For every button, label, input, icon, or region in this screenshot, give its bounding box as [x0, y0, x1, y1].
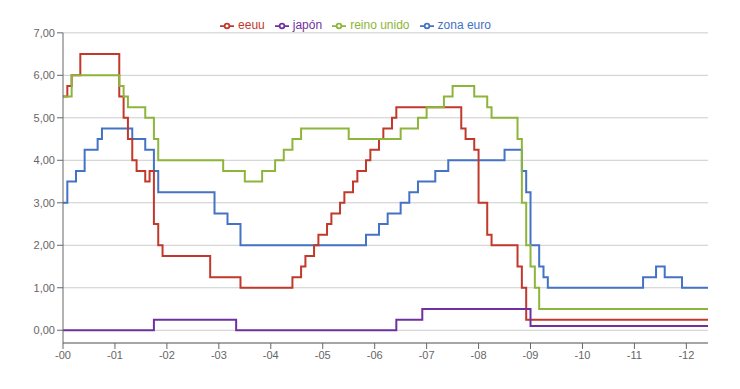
svg-text:-02: -02 [159, 349, 175, 361]
svg-text:7,00: 7,00 [34, 27, 55, 39]
html-text:eeuu: eeuu [238, 18, 265, 32]
html-text:zona euro: zona euro [437, 18, 491, 32]
svg-text:-05: -05 [315, 349, 331, 361]
svg-text:-04: -04 [263, 349, 279, 361]
svg-text:4,00: 4,00 [34, 154, 55, 166]
svg-text:-08: -08 [471, 349, 487, 361]
svg-text:-00: -00 [55, 349, 71, 361]
svg-text:3,00: 3,00 [34, 197, 55, 209]
svg-text:-07: -07 [419, 349, 435, 361]
svg-text:5,00: 5,00 [34, 112, 55, 124]
svg-text:6,00: 6,00 [34, 69, 55, 81]
svg-text:2,00: 2,00 [34, 239, 55, 251]
svg-text:-01: -01 [107, 349, 123, 361]
html-text:reino unido: reino unido [350, 18, 410, 32]
svg-text:-09: -09 [523, 349, 539, 361]
svg-text:1,00: 1,00 [34, 282, 55, 294]
svg-text:0,00: 0,00 [34, 324, 55, 336]
svg-text:-03: -03 [211, 349, 227, 361]
html-text:japón: japón [292, 18, 323, 32]
svg-text:-10: -10 [575, 349, 591, 361]
svg-text:-11: -11 [627, 349, 642, 361]
svg-text:-06: -06 [367, 349, 383, 361]
svg-text:-12: -12 [678, 349, 694, 361]
